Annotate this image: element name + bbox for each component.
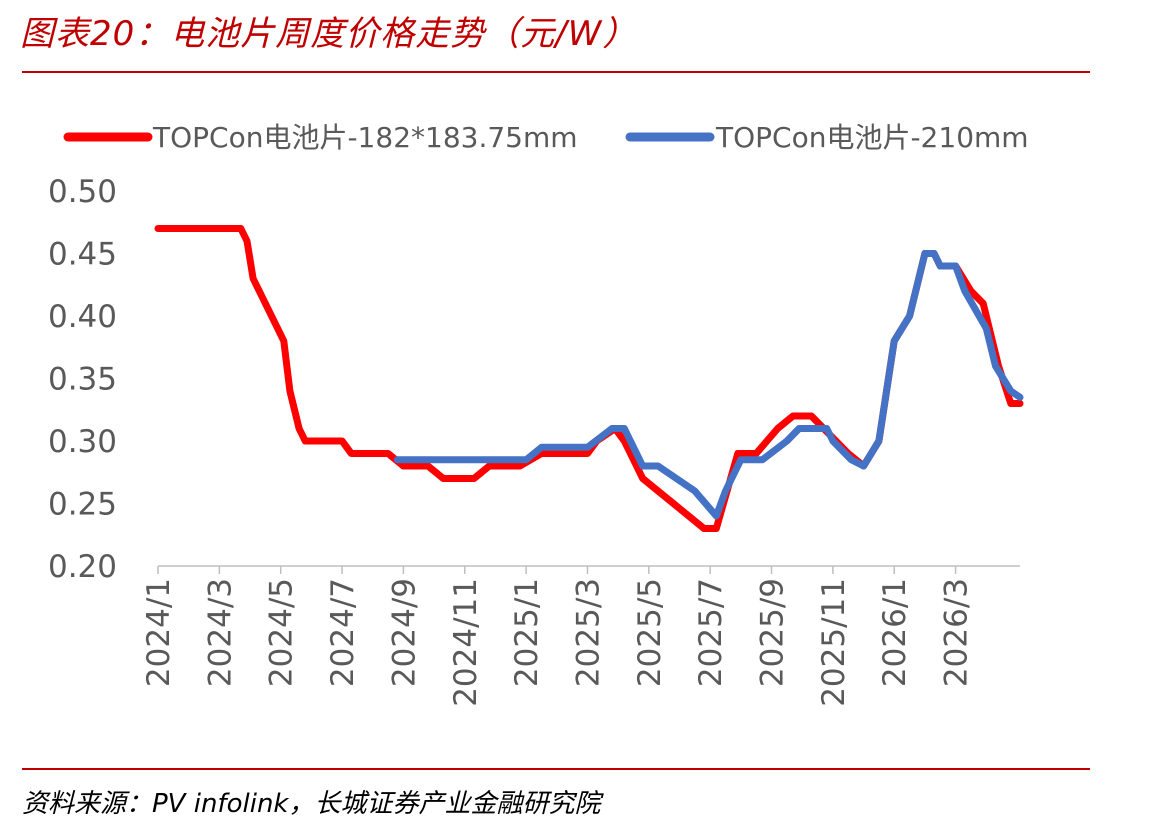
series-line-2 (393, 250, 1024, 520)
x-tick-label: 2024/11 (448, 578, 484, 707)
legend-label-series-2: TOPCon电池片-210mm (715, 121, 1029, 154)
x-tick-label: 2024/1 (141, 578, 177, 687)
y-tick-label: 0.35 (48, 362, 117, 398)
y-tick-label: 0.45 (48, 237, 117, 273)
x-tick-label: 2025/9 (755, 578, 791, 687)
y-tick-label: 0.40 (48, 299, 117, 335)
x-tick-label: 2024/7 (325, 578, 361, 687)
y-tick-label: 0.50 (48, 174, 117, 210)
y-axis-ticks: 0.50 0.45 0.40 0.35 0.30 0.25 0.20 (48, 174, 117, 585)
x-tick-label: 2025/11 (816, 578, 852, 707)
x-tick-label: 2026/3 (939, 578, 975, 687)
x-tick-label: 2024/9 (386, 578, 422, 687)
x-tick-label: 2024/5 (264, 578, 300, 687)
y-tick-label: 0.25 (48, 487, 117, 523)
y-tick-label: 0.30 (48, 424, 117, 460)
x-tick-label: 2026/1 (877, 578, 913, 687)
x-tick-label: 2025/7 (693, 578, 729, 687)
y-tick-label: 0.20 (48, 549, 117, 585)
legend: TOPCon电池片-182*183.75mm TOPCon电池片-210mm (63, 121, 1029, 154)
source-note: 资料来源：PV infolink，长城证券产业金融研究院 (22, 789, 601, 819)
chart-title: 图表20：电池片周度价格走势（元/W） (20, 14, 638, 54)
x-tick-label: 2025/3 (570, 578, 606, 687)
x-axis-ticks: 2024/1 2024/3 2024/5 2024/7 2024/9 2024/11 202… (141, 566, 975, 707)
series-lines (154, 225, 1024, 532)
x-tick-label: 2025/1 (509, 578, 545, 687)
x-tick-label: 2024/3 (202, 578, 238, 687)
x-tick-label: 2025/5 (632, 578, 668, 687)
legend-label-series-1: TOPCon电池片-182*183.75mm (152, 121, 578, 154)
